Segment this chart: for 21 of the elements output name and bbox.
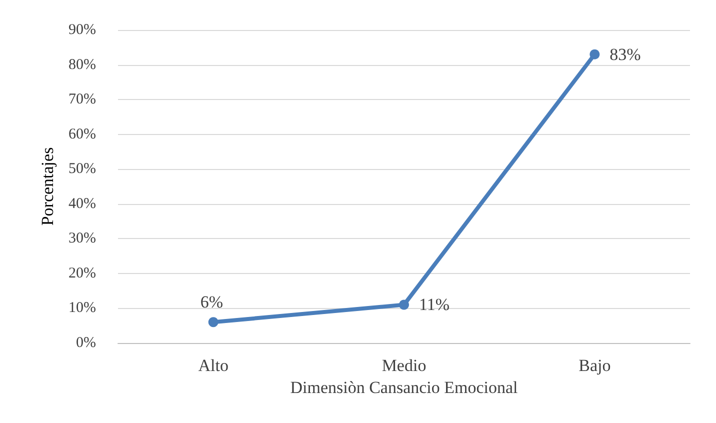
y-tick-label: 40% [68,196,96,212]
y-tick-label: 0% [76,335,96,351]
x-axis-title: Dimensiòn Cansancio Emocional [290,378,518,397]
y-tick-label: 60% [68,126,96,142]
data-label: 6% [200,292,224,312]
data-label: 83% [610,44,641,64]
x-tick-label: Bajo [578,356,611,375]
x-tick-label: Medio [382,356,426,375]
y-tick-label: 30% [68,230,96,247]
y-tick-label: 10% [68,300,96,316]
y-axis-title: Porcentajes [38,147,57,226]
data-label: 11% [419,295,450,314]
point [399,300,409,310]
x-tick-label: Alto [198,356,228,375]
y-tick-label: 50% [68,161,96,178]
point [590,49,600,60]
y-tick-label: 70% [68,92,96,108]
y-tick-label: 90% [68,22,96,38]
y-tick-label: 20% [68,265,96,282]
point [208,317,218,328]
y-tick-label: 80% [68,56,96,73]
